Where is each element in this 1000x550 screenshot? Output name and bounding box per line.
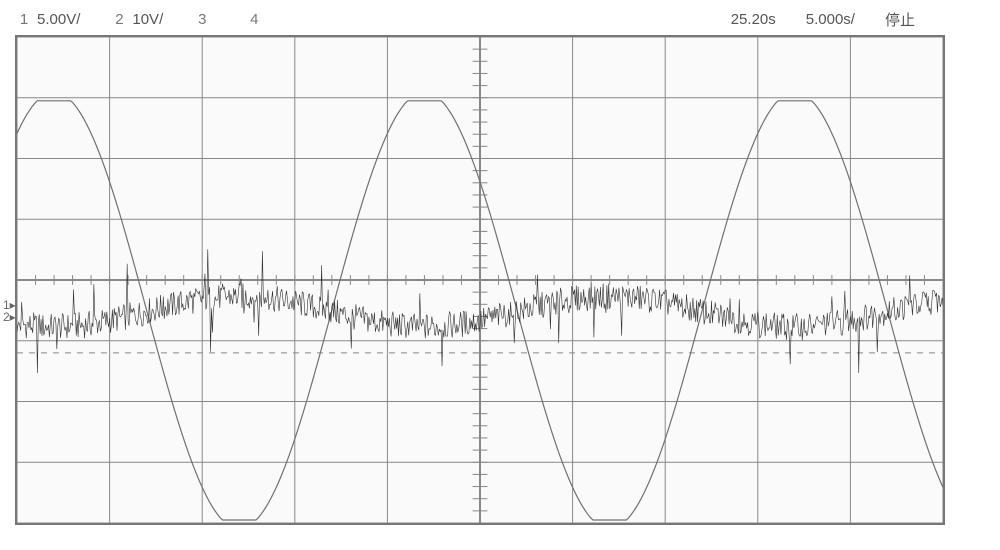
channel-scale-2: 10V/ — [132, 11, 163, 28]
channel-4: 4 — [245, 11, 267, 28]
ground-marker-ch2: 2▸ — [3, 310, 16, 324]
run-status: 停止 — [885, 9, 915, 30]
oscilloscope-screenshot: 1 5.00V/ 2 10V/ 3 4 25.20s 5.000s/ 停止 1▸… — [0, 0, 1000, 550]
channel-3: 3 — [193, 11, 215, 28]
channel-num-2: 2 — [110, 11, 128, 28]
channel-num-3: 3 — [193, 11, 211, 28]
channel-1: 1 5.00V/ — [15, 11, 80, 28]
timebase-scale: 5.000s/ — [806, 11, 855, 28]
channel-num-1: 1 — [15, 11, 33, 28]
traces-svg — [17, 37, 943, 523]
channel-num-4: 4 — [245, 11, 263, 28]
timebase-delay: 25.20s — [731, 11, 776, 28]
plot-area: 1▸ 2▸ — [15, 35, 945, 525]
channel-scale-1: 5.00V/ — [37, 11, 80, 28]
channel-2: 2 10V/ — [110, 11, 163, 28]
header-bar: 1 5.00V/ 2 10V/ 3 4 25.20s 5.000s/ 停止 — [15, 4, 945, 34]
